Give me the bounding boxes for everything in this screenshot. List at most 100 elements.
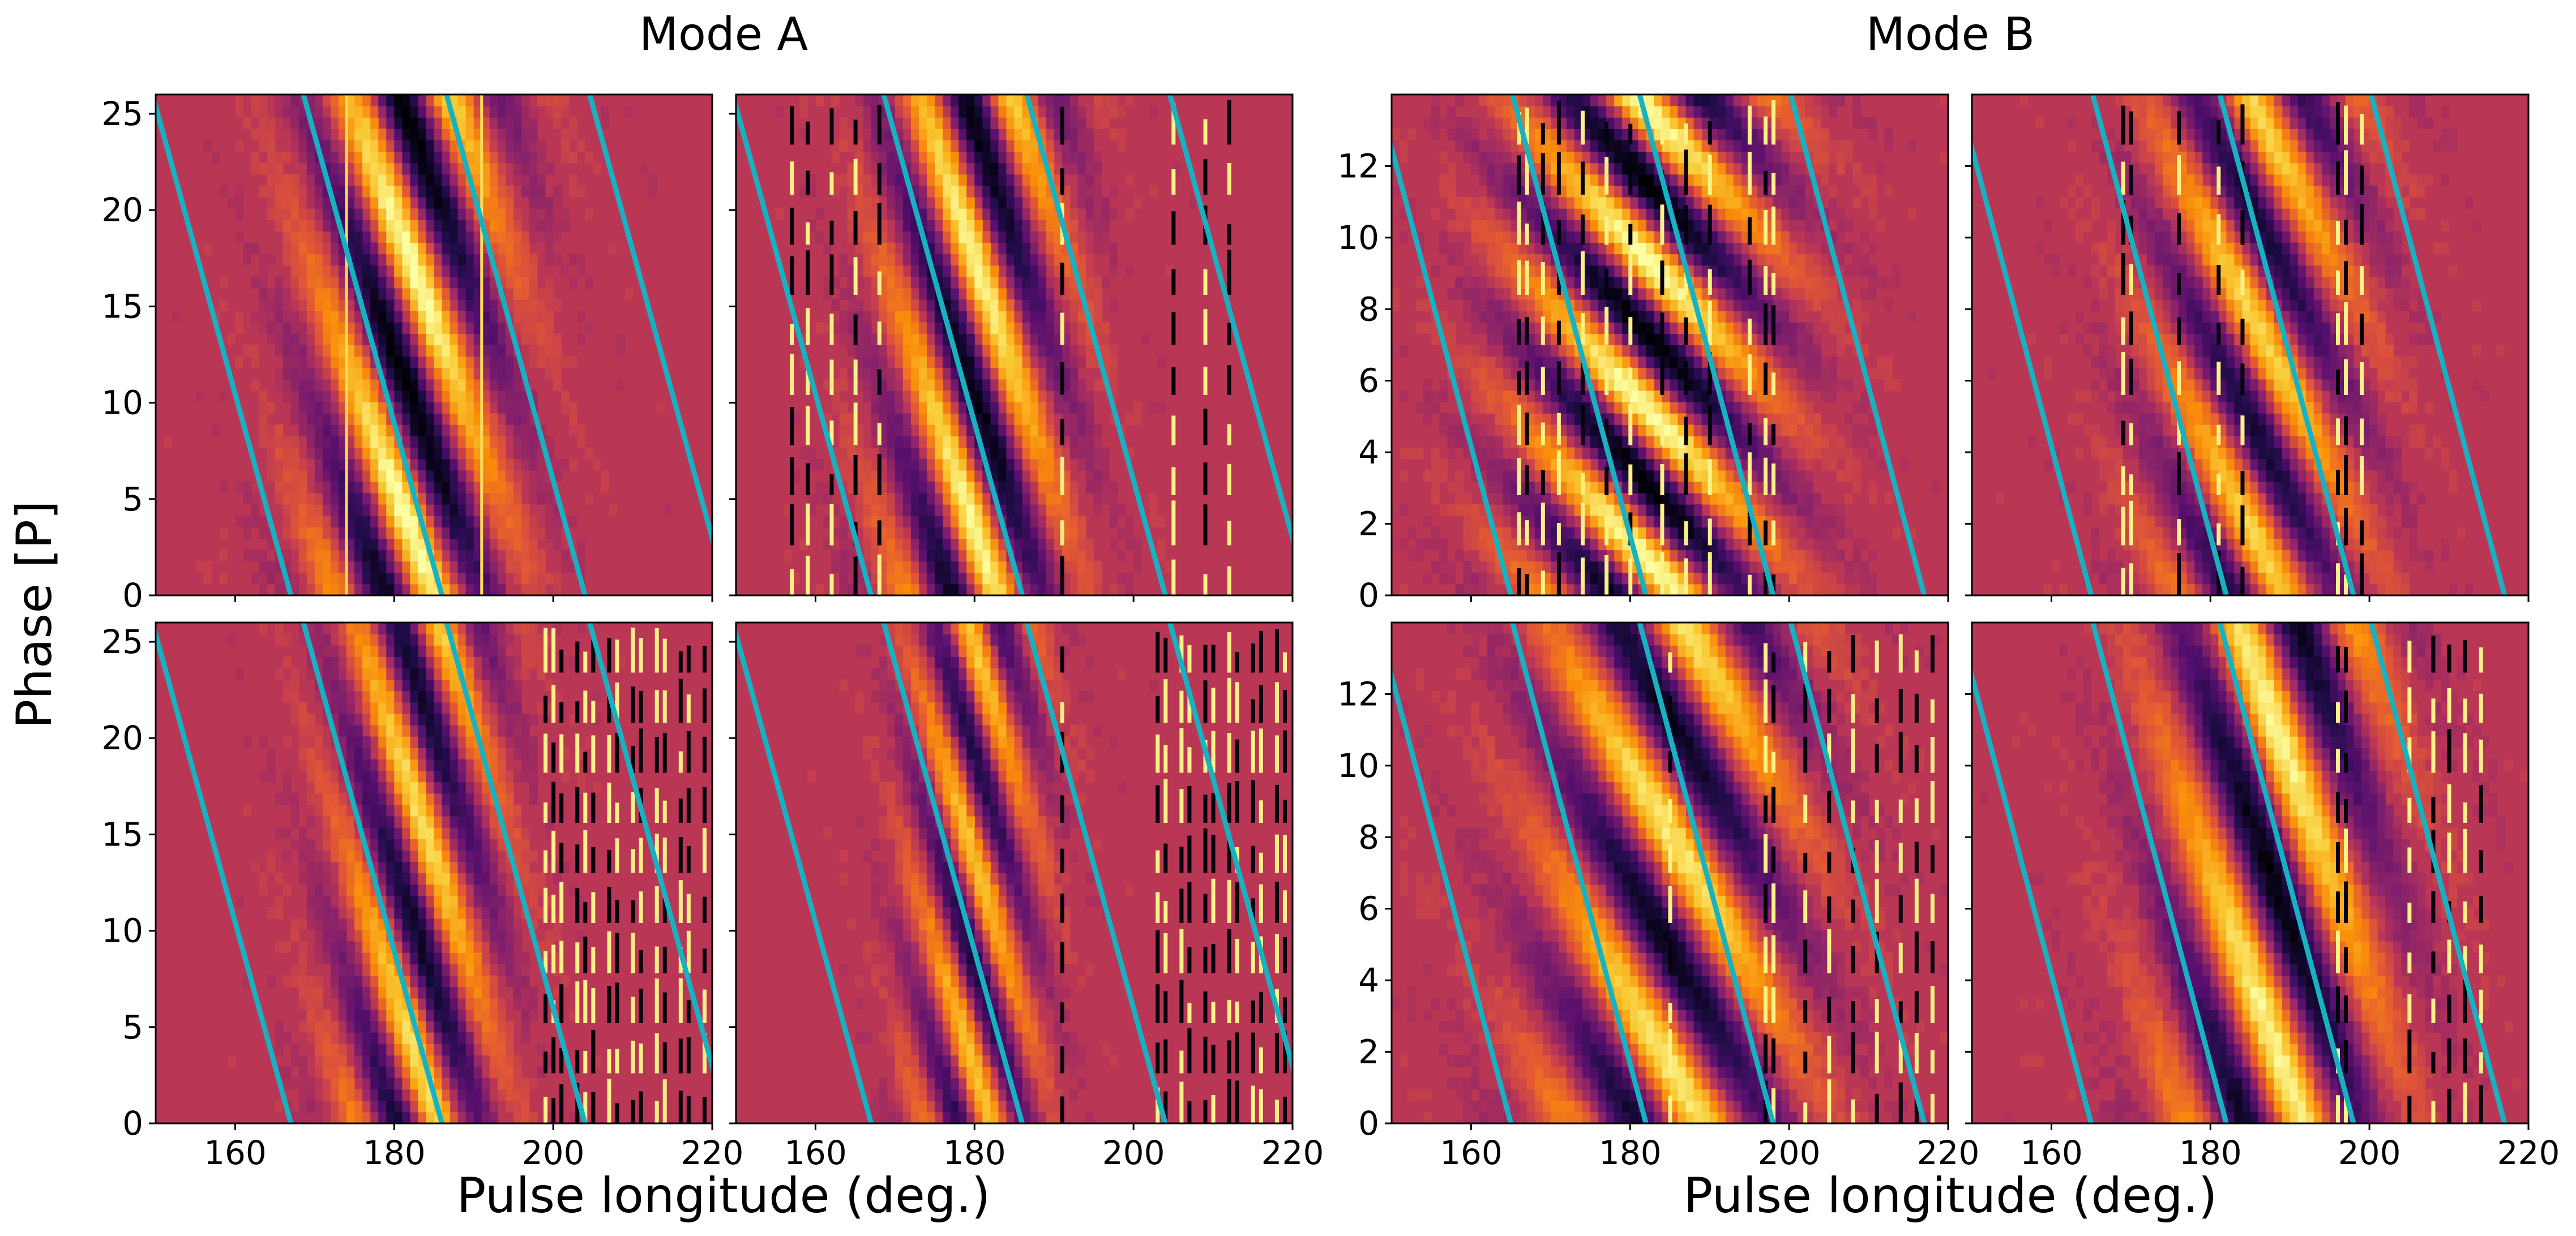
heatmap-cell: [283, 793, 292, 805]
heatmap-cell: [298, 516, 307, 527]
heatmap-cell: [529, 311, 538, 323]
heatmap-cell: [918, 918, 927, 930]
heatmap-cell: [426, 793, 435, 805]
heatmap-cell: [322, 333, 331, 346]
heatmap-cell: [378, 1100, 387, 1113]
noise-segment: [1171, 312, 1176, 345]
heatmap-cell: [457, 492, 467, 505]
heatmap-cell: [275, 106, 284, 118]
noise-segment: [702, 646, 707, 673]
heatmap-cell: [434, 379, 443, 391]
heatmap-cell: [418, 861, 427, 874]
noise-segment: [877, 321, 882, 345]
noise-segment: [631, 627, 635, 673]
heatmap-cell: [497, 242, 506, 255]
heatmap-cell: [314, 276, 323, 289]
heatmap-cell: [259, 128, 268, 141]
heatmap-cell: [966, 95, 975, 106]
heatmap-cell: [457, 106, 467, 118]
heatmap-cell: [966, 986, 975, 999]
heatmap-cell: [314, 311, 323, 323]
heatmap-cell: [974, 208, 983, 220]
heatmap-cell: [895, 583, 904, 595]
heatmap-cell: [434, 436, 443, 448]
heatmap-cell: [1038, 117, 1047, 129]
heatmap-cell: [442, 1111, 451, 1123]
heatmap-cell: [974, 151, 983, 164]
heatmap-cell: [283, 242, 292, 255]
heatmap-cell: [426, 907, 435, 919]
heatmap-cell: [505, 470, 514, 482]
heatmap-cell: [322, 322, 331, 334]
heatmap-cell: [529, 759, 538, 771]
heatmap-cell: [1014, 208, 1023, 220]
noise-segment: [1060, 263, 1064, 295]
heatmap-cell: [958, 174, 967, 186]
heatmap-cell: [998, 220, 1007, 231]
heatmap-cell: [1046, 95, 1055, 106]
heatmap-cell: [442, 572, 451, 585]
heatmap-cell: [426, 390, 435, 402]
heatmap-cell: [434, 299, 443, 311]
heatmap-cell: [943, 447, 951, 460]
heatmap-cell: [338, 254, 347, 266]
heatmap-cell: [442, 861, 451, 874]
heatmap-cell: [1006, 197, 1015, 209]
heatmap-cell: [298, 759, 307, 771]
heatmap-cell: [1054, 95, 1063, 106]
heatmap-cell: [370, 918, 379, 930]
heatmap-cell: [1014, 1066, 1023, 1079]
heatmap-cell: [338, 839, 347, 851]
heatmap-cell: [457, 95, 467, 106]
heatmap-cell: [489, 679, 498, 692]
heatmap-cell: [505, 725, 514, 737]
heatmap-cell: [314, 367, 323, 380]
heatmap-cell: [910, 311, 919, 323]
heatmap-cell: [1006, 333, 1015, 346]
heatmap-cell: [910, 413, 919, 425]
heatmap-cell: [1046, 287, 1055, 300]
heatmap-cell: [473, 333, 482, 346]
heatmap-cell: [418, 424, 427, 437]
heatmap-cell: [442, 1089, 451, 1101]
heatmap-cell: [545, 311, 554, 323]
heatmap-cell: [505, 941, 514, 953]
heatmap-cell: [354, 759, 363, 771]
heatmap-cell: [330, 1020, 339, 1033]
heatmap-cell: [1054, 447, 1063, 460]
heatmap-cell: [998, 390, 1007, 402]
heatmap-cell: [1110, 345, 1118, 357]
heatmap-cell: [465, 117, 474, 129]
heatmap-cell: [283, 550, 292, 562]
heatmap-cell: [450, 839, 459, 851]
heatmap-cell: [338, 333, 347, 346]
heatmap-cell: [1022, 413, 1031, 425]
heatmap-cell: [322, 1078, 331, 1090]
heatmap-cell: [346, 873, 355, 885]
heatmap-cell: [338, 816, 347, 828]
heatmap-cell: [895, 379, 904, 391]
heatmap-cell: [521, 656, 530, 669]
heatmap-cell: [275, 873, 284, 885]
heatmap-cell: [473, 770, 482, 783]
heatmap-cell: [537, 197, 546, 209]
heatmap-cell: [545, 333, 554, 346]
heatmap-cell: [290, 367, 299, 380]
heatmap-cell: [497, 458, 506, 471]
heatmap-cell: [1069, 492, 1079, 505]
noise-segment: [591, 640, 596, 673]
heatmap-cell: [211, 424, 220, 437]
heatmap-cell: [935, 231, 943, 243]
heatmap-cell: [879, 356, 888, 368]
heatmap-cell: [465, 516, 474, 527]
heatmap-cell: [370, 1089, 379, 1101]
heatmap-cell: [513, 1055, 522, 1067]
heatmap-cell: [1093, 481, 1102, 493]
heatmap-cell: [235, 322, 244, 334]
heatmap-cell: [434, 162, 443, 175]
heatmap-cell: [1014, 504, 1023, 516]
heatmap-cell: [259, 322, 268, 334]
heatmap-cell: [529, 550, 538, 562]
heatmap-cell: [314, 458, 323, 471]
heatmap-cell: [569, 424, 577, 437]
